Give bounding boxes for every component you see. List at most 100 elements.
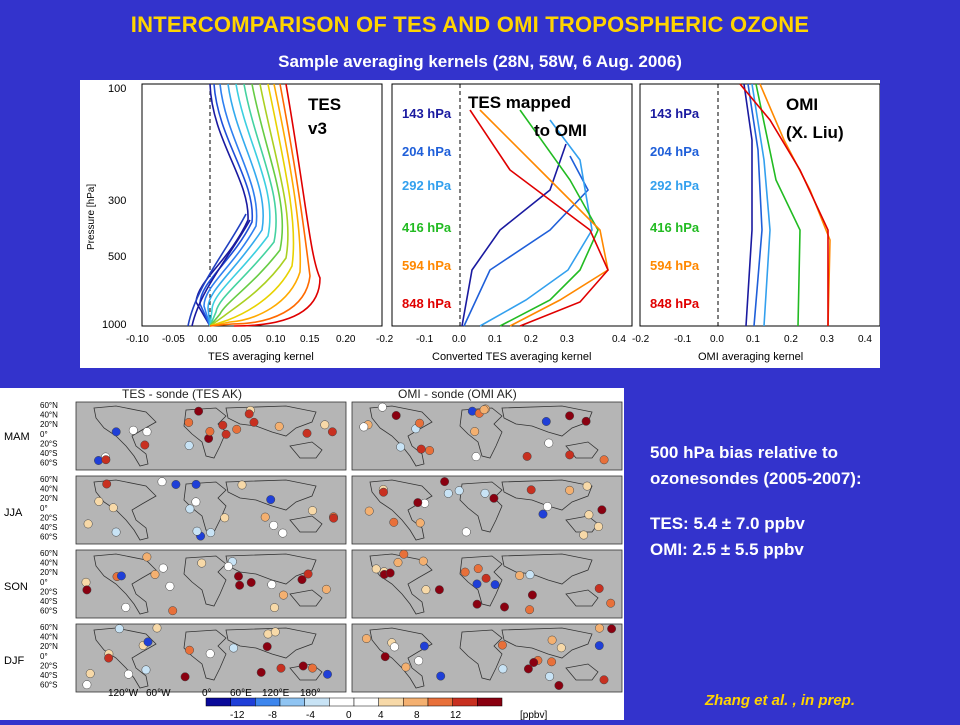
station-dot — [171, 480, 181, 489]
station-dot — [393, 558, 403, 567]
season-map-panel — [351, 401, 623, 471]
station-dot — [472, 599, 482, 609]
level-label: 143 hPa — [402, 106, 452, 121]
coastline — [289, 663, 323, 681]
averaging-kernel-figure: Pressure [hPa] 100 300 500 1000 TES v3 1… — [80, 80, 881, 368]
station-dot — [267, 580, 277, 590]
xtick-label: 0.1 — [746, 334, 760, 345]
station-dot — [83, 519, 93, 529]
station-dot — [194, 406, 204, 416]
colorbar-swatch — [329, 697, 355, 707]
omi-bias-value: OMI: 2.5 ± 5.5 ppbv — [650, 540, 804, 559]
station-dot — [359, 422, 369, 432]
lat-label: 20°S — [40, 587, 57, 596]
map-background — [75, 549, 347, 619]
level-label: 143 hPa — [650, 106, 700, 121]
xtick-label: -0.2 — [632, 334, 650, 345]
level-label: 292 hPa — [402, 178, 452, 193]
station-dot — [323, 669, 332, 679]
colorbar-swatch — [378, 697, 404, 707]
station-dot — [490, 580, 500, 590]
colorbar-tick: -8 — [268, 710, 277, 720]
panel-tes-frame — [141, 83, 383, 327]
station-dot — [460, 567, 470, 577]
station-dot — [205, 427, 215, 436]
station-dot — [81, 577, 91, 587]
station-dot — [471, 452, 481, 462]
omi-kernel-curves — [739, 83, 831, 327]
station-dot — [525, 605, 535, 615]
station-dot — [298, 661, 308, 671]
station-dot — [142, 427, 152, 437]
lat-label: 20°N — [40, 420, 58, 429]
lat-label: 40°S — [40, 671, 57, 680]
panel-mapped-label: to OMI — [534, 121, 587, 140]
station-dot — [191, 479, 201, 489]
colorbar-swatch — [403, 697, 429, 707]
station-dot — [249, 417, 259, 427]
station-dot — [547, 635, 557, 645]
station-dot — [541, 417, 551, 426]
station-dot — [594, 641, 604, 651]
lat-label: 40°S — [40, 597, 57, 606]
station-dot — [594, 584, 604, 593]
station-dot — [597, 505, 607, 515]
colorbar-swatch — [427, 697, 453, 707]
station-dot — [582, 481, 592, 491]
station-dot — [470, 427, 480, 436]
panel-tes-label: TES — [308, 95, 341, 114]
lat-label: 0° — [40, 652, 48, 661]
station-dot — [525, 570, 535, 580]
coastline — [289, 441, 323, 459]
station-dot — [104, 653, 114, 663]
tes-bias-value: TES: 5.4 ± 7.0 ppbv — [650, 514, 805, 533]
station-dot — [497, 640, 507, 650]
xtick-label: 0.3 — [560, 334, 574, 345]
season-map-panel — [75, 475, 347, 545]
colorbar-swatch — [452, 697, 478, 707]
coastline — [369, 405, 433, 467]
pressure-axis-label: Pressure [hPa] — [86, 184, 97, 250]
lat-label: 60°N — [40, 475, 58, 484]
lat-label: 20°S — [40, 661, 57, 670]
xtick-label: 0.4 — [612, 334, 626, 345]
coastline — [369, 553, 433, 615]
station-dot — [278, 528, 288, 538]
panel-mapped-frame — [391, 83, 633, 327]
coastline — [183, 555, 227, 607]
station-dot — [260, 512, 270, 522]
station-dot — [94, 456, 103, 465]
station-dot — [606, 598, 616, 608]
station-dot — [303, 569, 313, 579]
station-dot — [544, 438, 554, 448]
station-dot — [266, 495, 276, 505]
station-dot — [389, 517, 399, 527]
station-dot — [256, 667, 266, 677]
lat-label: 20°N — [40, 494, 58, 503]
station-dot — [481, 573, 491, 583]
station-dot — [180, 672, 190, 682]
colorbar-swatch — [230, 697, 256, 707]
coastline — [225, 479, 317, 511]
xtick-label: 0.10 — [266, 334, 286, 345]
coastline — [459, 407, 503, 459]
station-dot — [371, 564, 381, 574]
station-dot — [150, 570, 160, 579]
colorbar-tick: -4 — [306, 710, 315, 720]
lat-label: 20°S — [40, 513, 57, 522]
station-dot — [595, 623, 604, 633]
station-dot — [454, 486, 464, 496]
station-dot — [185, 645, 194, 655]
panel-tes-label: v3 — [308, 119, 327, 138]
station-dot — [545, 671, 555, 681]
station-dot — [380, 652, 390, 662]
coastline — [501, 553, 593, 585]
coastline — [459, 629, 503, 681]
xticks-panel3: -0.2 -0.1 0.0 0.1 0.2 0.3 0.4 — [632, 334, 872, 345]
colorbar-tick: 12 — [450, 710, 462, 720]
station-dot — [436, 671, 446, 681]
coastline — [225, 627, 317, 659]
station-dot — [526, 485, 536, 495]
station-dot — [270, 603, 279, 613]
xtick-label: -0.2 — [376, 334, 394, 345]
